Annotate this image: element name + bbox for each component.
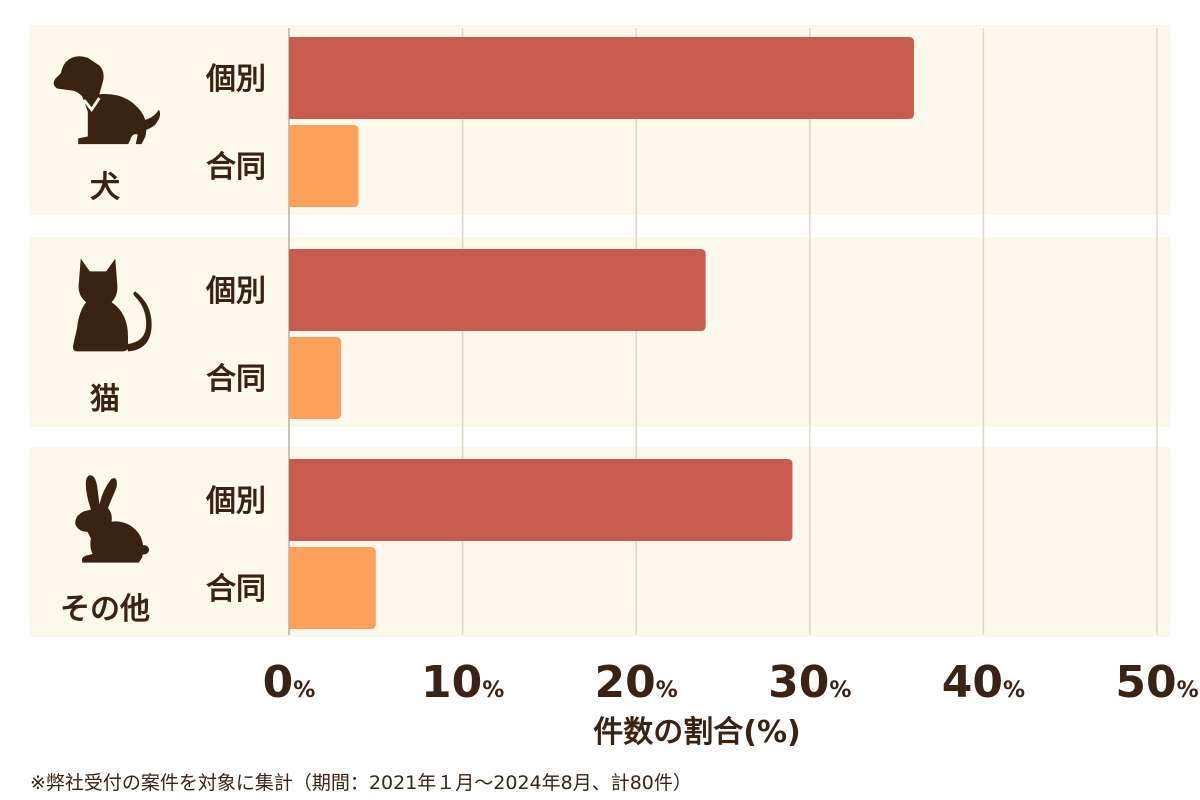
x-tick-label: 30% xyxy=(768,657,851,708)
category-label: その他 xyxy=(60,592,150,627)
bar-type-label: 個別 xyxy=(205,62,266,97)
x-axis-title: 件数の割合(%) xyxy=(593,715,800,750)
category-label: 猫 xyxy=(90,382,120,417)
bar-group xyxy=(289,125,359,207)
bar-individual xyxy=(289,37,914,119)
bar-individual xyxy=(289,459,793,541)
bar-individual xyxy=(289,249,706,331)
bar-type-label: 個別 xyxy=(205,274,266,309)
footnote: ※弊社受付の案件を対象に集計（期間：2021年１月〜2024年8月、計80件） xyxy=(30,772,692,794)
bar-type-label: 合同 xyxy=(206,362,266,397)
x-tick-label: 50% xyxy=(1115,657,1198,708)
bar-type-label: 合同 xyxy=(206,150,266,185)
x-tick-label: 0% xyxy=(263,657,316,708)
category-label: 犬 xyxy=(90,170,120,205)
x-tick-label: 10% xyxy=(421,657,504,708)
x-tick-label: 40% xyxy=(942,657,1025,708)
bar-type-label: 個別 xyxy=(205,484,266,519)
x-tick-label: 20% xyxy=(595,657,678,708)
bar-group xyxy=(289,337,342,419)
bar-type-label: 合同 xyxy=(206,572,266,607)
bar-group xyxy=(289,547,376,629)
